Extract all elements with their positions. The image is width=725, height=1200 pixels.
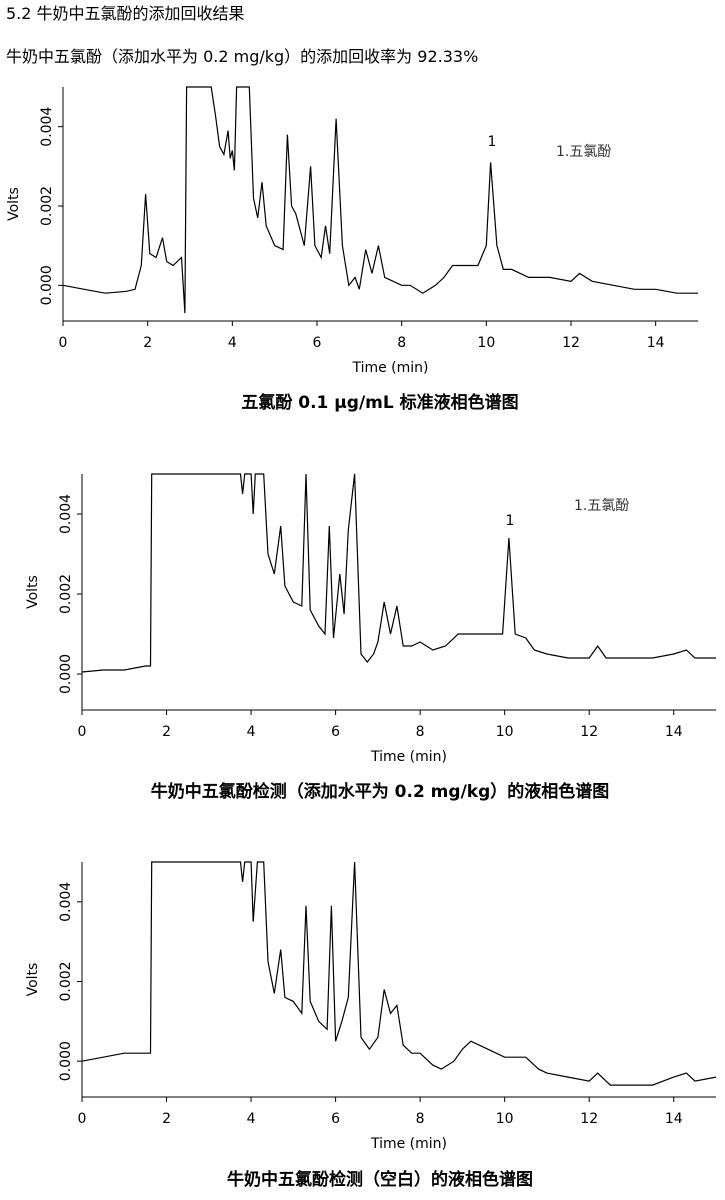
x-tick-label: 4 — [247, 1111, 256, 1127]
chromatogram-line — [81, 861, 717, 1086]
x-tick-label: 14 — [665, 1111, 683, 1127]
x-tick-label: 2 — [143, 335, 152, 351]
x-tick-label: 10 — [496, 1111, 514, 1127]
caption: 牛奶中五氯酚检测（添加水平为 0.2 mg/kg）的液相色谱图 — [151, 781, 610, 802]
caption: 五氯酚 0.1 μg/mL 标准液相色谱图 — [241, 392, 518, 413]
y-tick-label: 0.000 — [58, 654, 74, 694]
chromatogram-line — [62, 86, 698, 314]
y-tick-label: 0.000 — [39, 265, 55, 305]
x-axis-label: Time (min) — [370, 1136, 447, 1152]
x-tick-label: 6 — [331, 1111, 340, 1127]
x-tick-label: 14 — [665, 724, 683, 740]
y-tick-label: 0.002 — [58, 961, 74, 1001]
y-tick-label: 0.000 — [58, 1041, 74, 1081]
x-tick-label: 6 — [313, 335, 322, 351]
x-tick-label: 10 — [496, 724, 514, 740]
x-tick-label: 4 — [247, 724, 256, 740]
legend-text: 1.五氯酚 — [556, 144, 611, 160]
x-tick-label: 2 — [162, 1111, 171, 1127]
x-tick-label: 12 — [562, 335, 580, 351]
x-tick-label: 12 — [580, 1111, 598, 1127]
x-tick-label: 14 — [647, 335, 665, 351]
chromatogram-line — [81, 473, 716, 673]
x-tick-label: 8 — [397, 335, 406, 351]
x-tick-label: 10 — [477, 335, 495, 351]
heading: 5.2 牛奶中五氯酚的添加回收结果 — [6, 4, 245, 23]
x-tick-label: 0 — [59, 335, 68, 351]
x-tick-label: 0 — [78, 724, 87, 740]
x-tick-label: 0 — [78, 1111, 87, 1127]
x-axis-label: Time (min) — [370, 749, 447, 765]
x-axis-label: Time (min) — [351, 360, 428, 376]
peak-label: 1 — [506, 513, 515, 529]
x-tick-label: 4 — [228, 335, 237, 351]
y-axis-label: Volts — [25, 575, 41, 609]
legend-text: 1.五氯酚 — [574, 498, 629, 514]
x-tick-label: 12 — [580, 724, 598, 740]
x-tick-label: 8 — [416, 1111, 425, 1127]
y-tick-label: 0.004 — [39, 107, 55, 147]
peak-label: 1 — [488, 134, 497, 150]
y-tick-label: 0.004 — [58, 882, 74, 922]
caption: 牛奶中五氯酚检测（空白）的液相色谱图 — [227, 1169, 533, 1190]
y-axis-label: Volts — [6, 187, 22, 221]
y-tick-label: 0.002 — [58, 574, 74, 614]
y-axis-label: Volts — [25, 963, 41, 997]
y-tick-label: 0.002 — [39, 186, 55, 226]
y-tick-label: 0.004 — [58, 494, 74, 534]
x-tick-label: 2 — [162, 724, 171, 740]
subheading: 牛奶中五氯酚（添加水平为 0.2 mg/kg）的添加回收率为 92.33% — [6, 47, 478, 66]
x-tick-label: 6 — [331, 724, 340, 740]
x-tick-label: 8 — [416, 724, 425, 740]
